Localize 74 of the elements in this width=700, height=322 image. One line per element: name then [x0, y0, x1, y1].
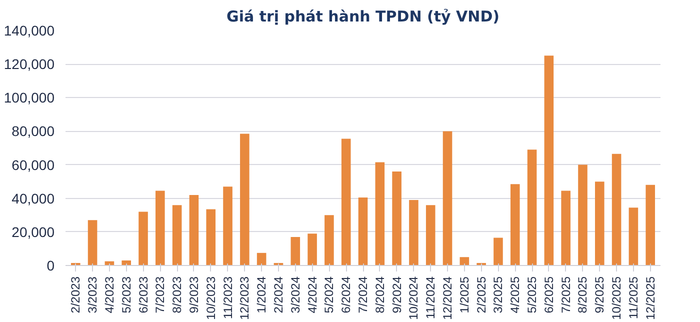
x-tick-label: 1/2024 — [254, 276, 269, 314]
x-tick-label: 4/2023 — [102, 276, 116, 314]
x-tick-label: 11/2023 — [220, 276, 235, 319]
x-tick-label: 8/2025 — [576, 276, 590, 314]
x-tick-label: 8/2024 — [372, 276, 387, 314]
y-tick-label: 40,000 — [12, 190, 55, 206]
chart-title: Giá trị phát hành TPDN (tỷ VND) — [226, 8, 500, 26]
bar — [375, 162, 385, 266]
x-tick-label: 7/2023 — [153, 276, 168, 314]
x-tick-label: 6/2023 — [136, 276, 150, 314]
bar — [308, 234, 317, 266]
x-tick-label: 5/2023 — [119, 276, 134, 314]
y-tick-label: 100,000 — [4, 90, 55, 106]
x-tick-label: 7/2024 — [356, 276, 370, 314]
bar — [324, 215, 334, 266]
x-tick-label: 9/2023 — [186, 276, 201, 314]
x-tick-label: 4/2025 — [508, 276, 522, 314]
bar — [358, 198, 368, 266]
bar — [341, 138, 351, 266]
bar — [290, 236, 300, 266]
bar — [156, 190, 165, 266]
y-tick-label: 140,000 — [4, 22, 55, 38]
bar — [561, 190, 570, 266]
x-tick-label: 6/2025 — [542, 276, 556, 314]
bar — [628, 208, 638, 266]
x-tick-label: 2/2023 — [68, 276, 83, 314]
bar — [223, 186, 232, 266]
bar — [138, 212, 148, 266]
x-tick-label: 2/2024 — [271, 276, 286, 314]
y-tick-label: 0 — [46, 258, 55, 274]
bar — [172, 205, 182, 266]
bar — [460, 257, 470, 266]
y-tick-label: 80,000 — [12, 123, 55, 140]
x-tick-label: 10/2025 — [610, 276, 624, 320]
y-tick-label: 120,000 — [4, 56, 55, 72]
bar — [392, 172, 402, 266]
bar — [510, 184, 520, 266]
x-tick-label: 12/2025 — [643, 276, 658, 320]
bar — [646, 184, 656, 266]
x-tick-label: 4/2024 — [305, 276, 320, 314]
x-tick-label: 3/2024 — [288, 276, 302, 314]
x-tick-label: 10/2023 — [204, 276, 218, 320]
x-tick-label: 7/2025 — [558, 276, 573, 314]
x-tick-label: 3/2025 — [491, 276, 506, 314]
bar — [578, 164, 588, 266]
bar — [206, 209, 216, 266]
bar — [442, 131, 452, 266]
x-tick-label: 11/2024 — [424, 276, 438, 319]
x-tick-label: 1/2025 — [457, 276, 472, 314]
bar — [544, 56, 554, 266]
x-tick-label: 2/2025 — [474, 276, 488, 314]
x-tick-label: 11/2025 — [626, 276, 640, 319]
bar — [409, 200, 418, 266]
bar — [595, 182, 604, 266]
bar — [240, 134, 250, 266]
x-tick-label: 10/2024 — [406, 276, 421, 320]
bar — [88, 220, 98, 266]
x-tick-label: 6/2024 — [339, 276, 354, 314]
bar — [494, 238, 503, 266]
x-tick-label: 9/2025 — [592, 276, 607, 314]
bar — [189, 195, 199, 266]
x-tick-label: 5/2024 — [322, 276, 336, 314]
x-tick-label: 9/2024 — [390, 276, 404, 314]
bar — [426, 205, 436, 266]
bar — [527, 150, 537, 266]
y-tick-label: 60,000 — [12, 156, 55, 173]
x-tick-label: 8/2023 — [170, 276, 184, 314]
bar — [256, 252, 266, 266]
x-tick-label: 12/2023 — [238, 276, 252, 320]
x-tick-label: 3/2023 — [86, 276, 100, 314]
x-tick-label: 12/2024 — [440, 276, 455, 320]
bar — [612, 154, 622, 266]
y-tick-label: 20,000 — [12, 224, 55, 240]
x-tick-label: 5/2025 — [525, 276, 540, 314]
